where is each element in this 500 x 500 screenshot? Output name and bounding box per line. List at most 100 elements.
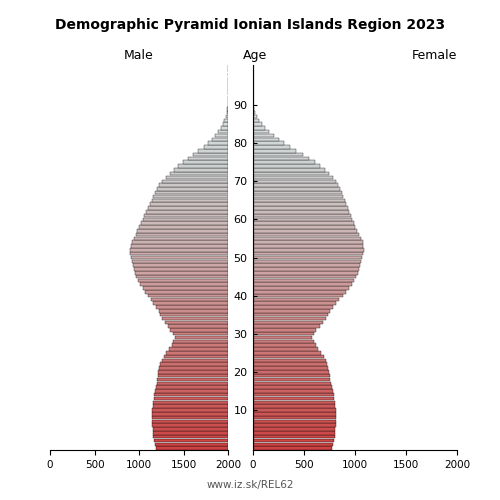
Bar [252, 134, 274, 138]
Bar [252, 184, 338, 187]
Bar [166, 351, 228, 354]
Bar [131, 256, 228, 260]
Bar [252, 218, 352, 221]
Bar [252, 328, 316, 332]
Bar [150, 202, 228, 206]
Bar [252, 416, 336, 420]
Bar [252, 370, 329, 374]
Bar [188, 156, 228, 160]
Bar [252, 435, 335, 438]
Bar [138, 278, 228, 282]
Bar [252, 408, 336, 412]
Bar [154, 302, 228, 305]
Bar [153, 404, 228, 408]
Bar [252, 393, 334, 396]
Bar [252, 428, 335, 431]
Bar [252, 446, 332, 450]
Bar [252, 206, 348, 210]
Bar [152, 416, 228, 420]
Bar [252, 351, 321, 354]
Bar [162, 358, 228, 362]
Bar [252, 104, 254, 107]
Bar [252, 290, 346, 294]
Bar [252, 256, 362, 260]
Bar [252, 278, 354, 282]
Bar [160, 362, 228, 366]
Bar [132, 240, 228, 244]
Bar [155, 442, 228, 446]
Bar [252, 168, 324, 172]
Bar [154, 435, 228, 438]
Bar [134, 271, 228, 274]
Bar [252, 386, 332, 389]
Bar [160, 313, 228, 316]
Bar [142, 286, 228, 290]
Bar [252, 229, 357, 232]
Bar [252, 366, 328, 370]
Bar [136, 275, 228, 278]
Bar [146, 210, 228, 214]
Bar [212, 138, 228, 141]
Bar [134, 267, 228, 270]
Bar [166, 176, 228, 179]
Bar [252, 122, 262, 126]
Bar [252, 302, 336, 305]
Bar [150, 298, 228, 301]
Bar [172, 344, 228, 347]
Bar [204, 145, 228, 148]
Bar [162, 316, 228, 320]
Bar [222, 122, 228, 126]
Bar [252, 252, 364, 256]
Bar [170, 172, 228, 176]
Bar [252, 145, 290, 148]
Bar [226, 111, 228, 114]
Bar [159, 184, 228, 187]
Bar [224, 118, 228, 122]
Bar [252, 264, 360, 267]
Bar [252, 404, 336, 408]
Bar [136, 233, 228, 236]
Bar [142, 218, 228, 221]
Bar [154, 397, 228, 400]
Bar [156, 446, 228, 450]
Bar [252, 222, 354, 225]
Bar [252, 316, 326, 320]
Bar [158, 374, 228, 378]
Bar [252, 313, 328, 316]
Bar [252, 130, 270, 134]
Bar [141, 222, 228, 225]
Bar [133, 264, 228, 267]
Bar [252, 340, 314, 343]
Bar [252, 226, 356, 229]
Bar [252, 324, 320, 328]
Bar [169, 347, 228, 350]
Bar [154, 438, 228, 442]
Bar [155, 389, 228, 392]
Bar [252, 382, 331, 385]
Bar [252, 260, 362, 263]
Bar [252, 378, 330, 381]
Bar [183, 160, 228, 164]
Bar [174, 336, 228, 340]
Bar [252, 244, 364, 248]
Bar [152, 424, 228, 427]
Bar [252, 298, 340, 301]
Bar [156, 386, 228, 389]
Bar [154, 431, 228, 434]
Bar [152, 198, 228, 202]
Bar [165, 320, 228, 324]
Bar [154, 428, 228, 431]
Bar [152, 412, 228, 416]
Bar [157, 382, 228, 385]
Bar [252, 191, 342, 194]
Bar [226, 114, 228, 118]
Bar [252, 358, 326, 362]
Bar [168, 324, 228, 328]
Bar [218, 130, 228, 134]
Bar [146, 290, 228, 294]
Bar [252, 309, 330, 312]
Text: Demographic Pyramid Ionian Islands Region 2023: Demographic Pyramid Ionian Islands Regio… [55, 18, 445, 32]
Bar [252, 153, 303, 156]
Bar [193, 153, 228, 156]
Bar [252, 156, 310, 160]
